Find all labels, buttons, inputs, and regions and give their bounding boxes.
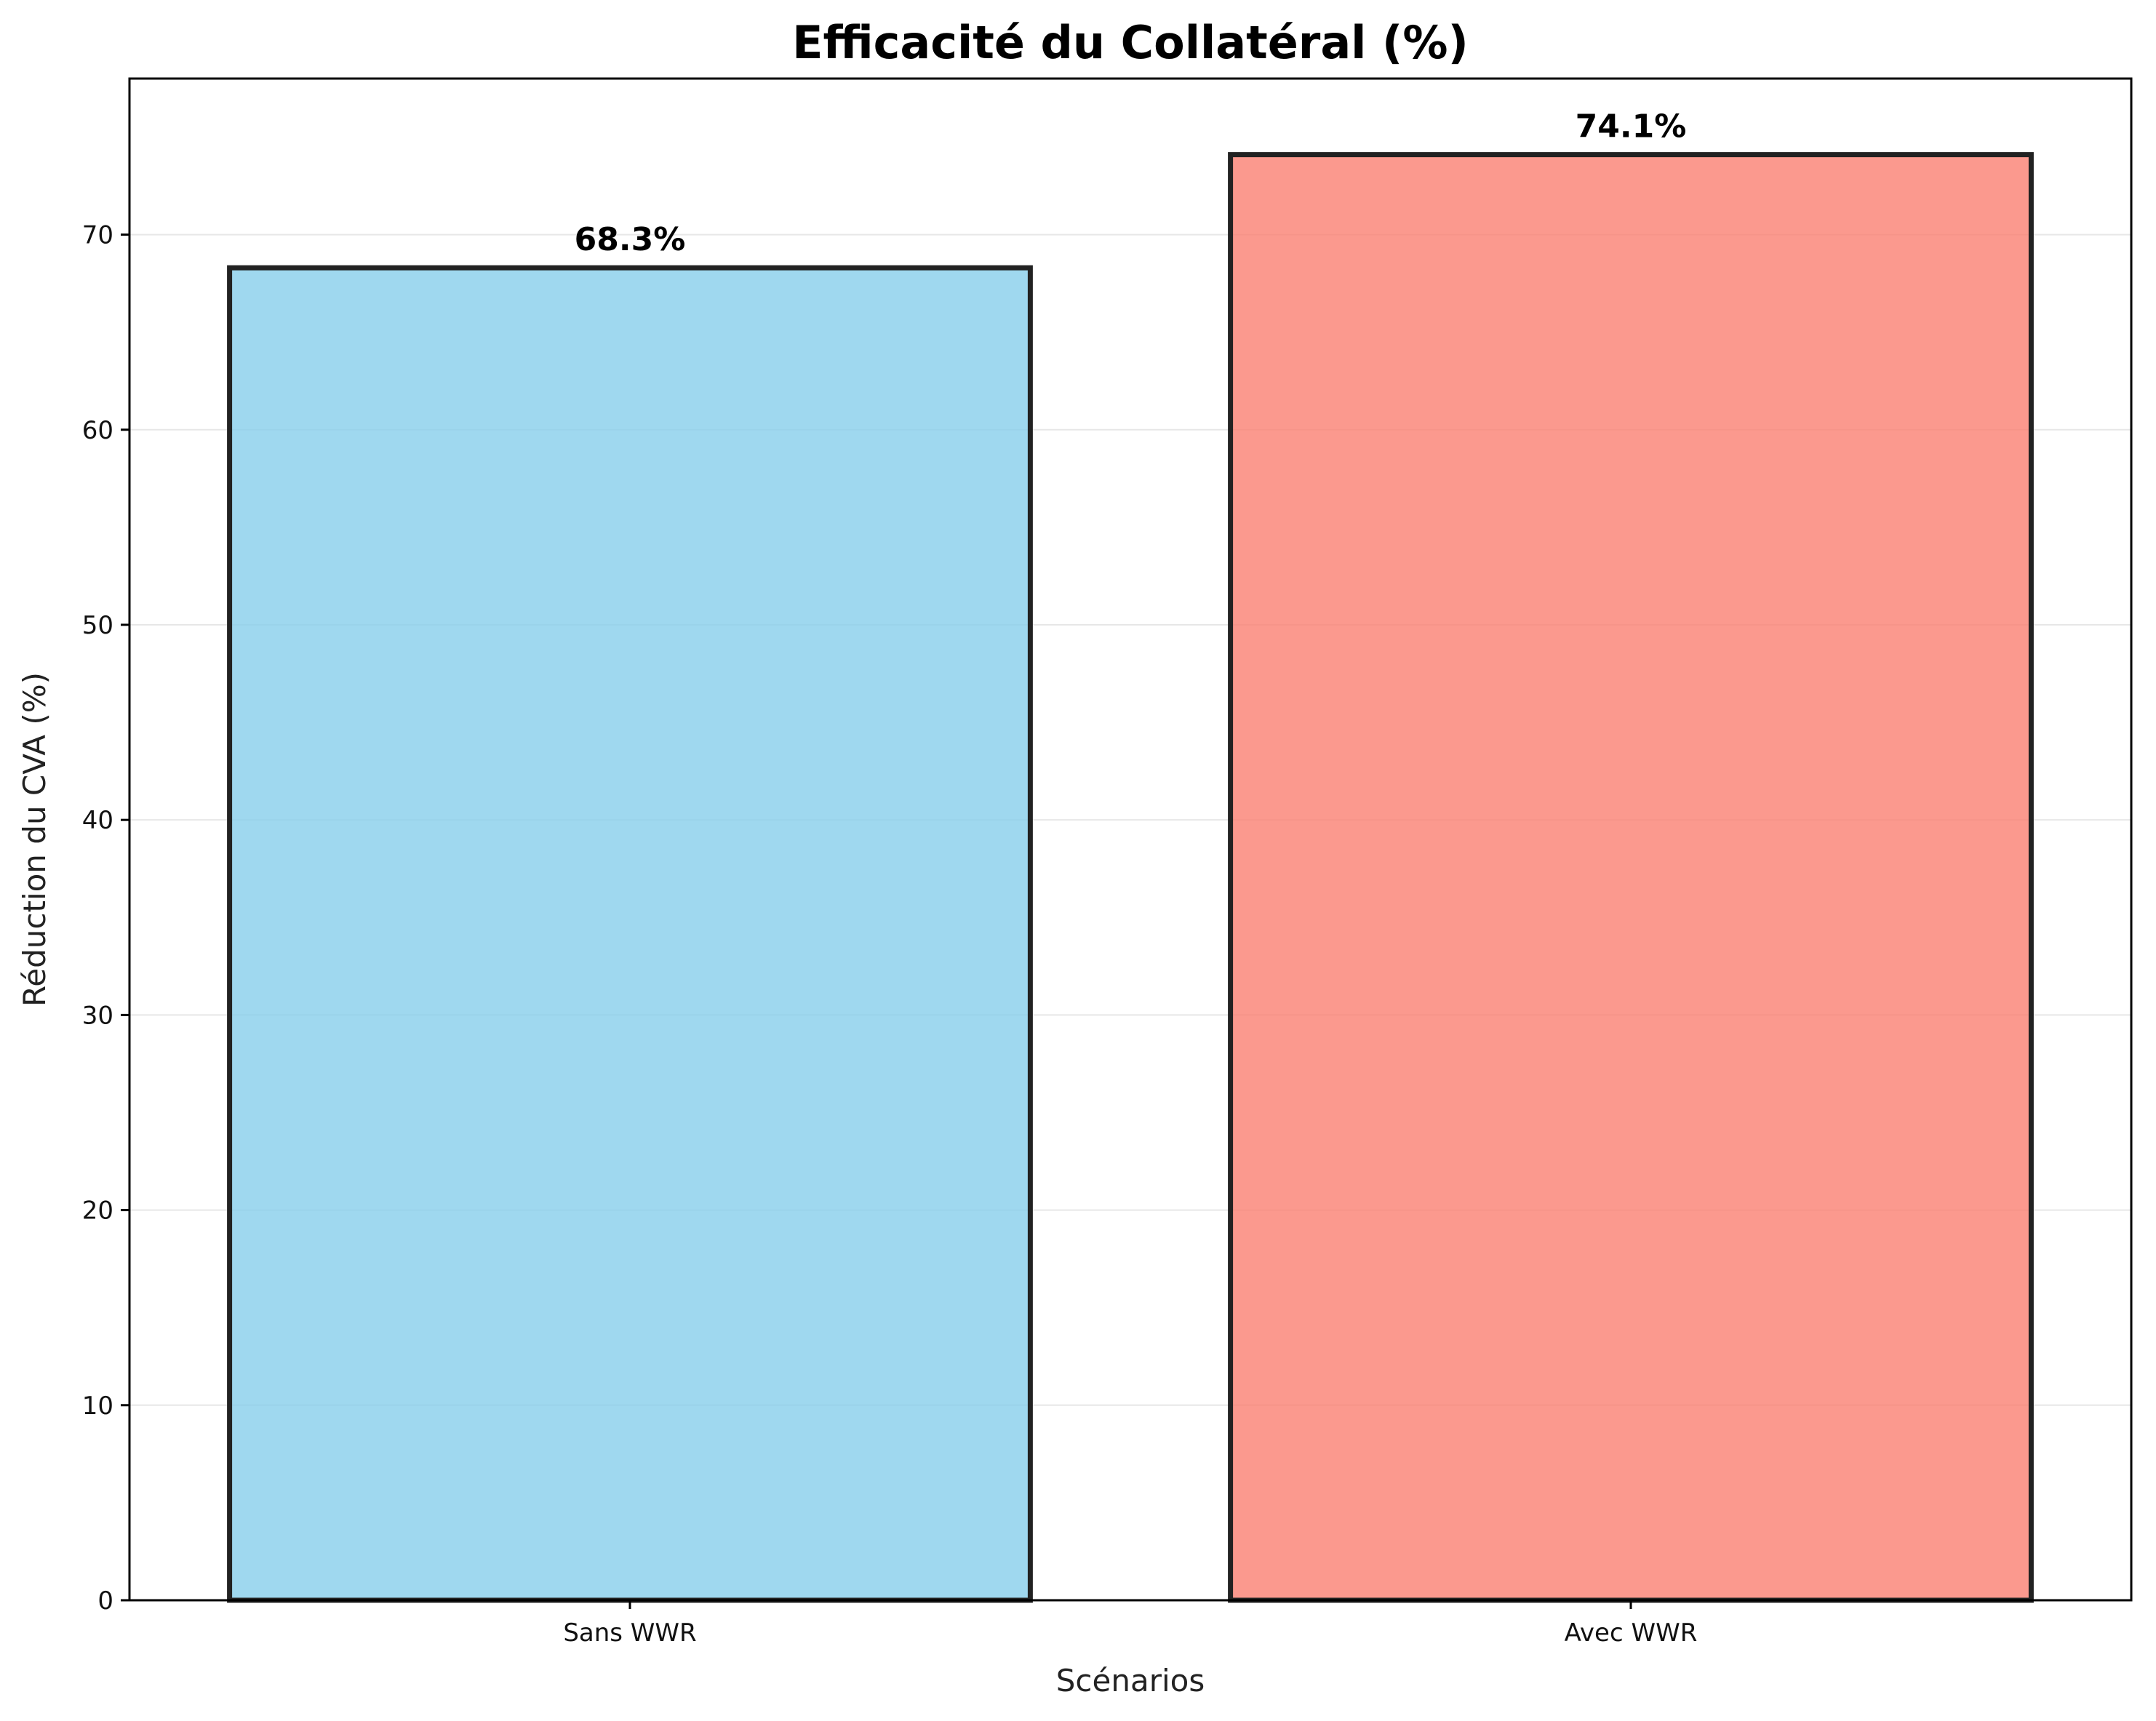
y-tick-label: 30 bbox=[82, 1001, 113, 1030]
y-tick-label: 40 bbox=[82, 806, 113, 835]
data-label: 68.3% bbox=[575, 221, 686, 258]
y-tick-label: 0 bbox=[97, 1586, 113, 1616]
data-label: 74.1% bbox=[1576, 108, 1687, 145]
y-axis-title: Réduction du CVA (%) bbox=[17, 672, 52, 1007]
data-labels: 68.3% 74.1% bbox=[575, 108, 1687, 259]
y-tick-label: 50 bbox=[82, 611, 113, 640]
chart-title: Efficacité du Collatéral (%) bbox=[792, 16, 1469, 69]
plot-frame bbox=[128, 77, 2133, 1602]
x-tick-label: Sans WWR bbox=[563, 1618, 696, 1648]
y-tick-label: 20 bbox=[82, 1197, 113, 1226]
x-tick-label: Avec WWR bbox=[1565, 1618, 1698, 1648]
bar-sans-wwr bbox=[227, 265, 1033, 1603]
bar-avec-wwr bbox=[1228, 152, 2034, 1603]
bars bbox=[227, 152, 2034, 1603]
axis-ticks: 0 10 20 30 40 50 60 70 Sans WWR Avec WWR bbox=[82, 221, 1698, 1648]
y-tick-label: 60 bbox=[82, 416, 113, 445]
y-tick-label: 70 bbox=[82, 221, 113, 250]
y-tick-label: 10 bbox=[82, 1391, 113, 1421]
x-axis-title: Scénarios bbox=[1056, 1663, 1205, 1698]
